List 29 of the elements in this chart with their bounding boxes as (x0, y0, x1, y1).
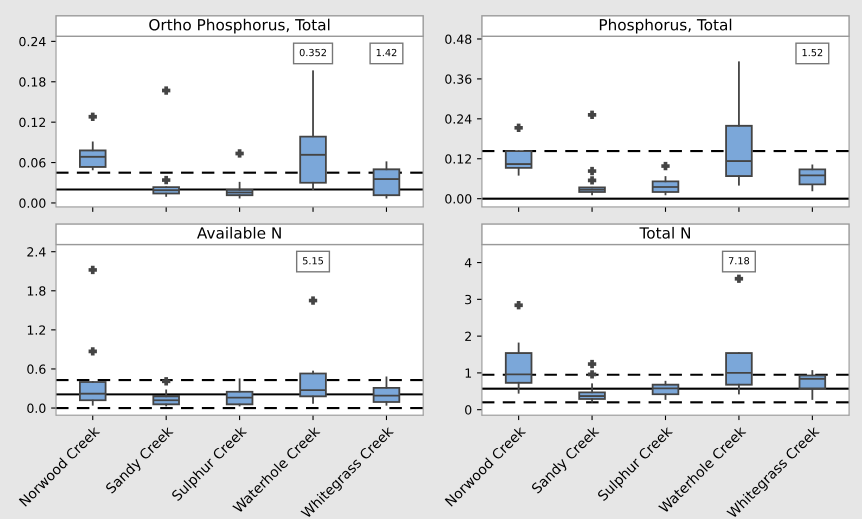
annotation: 7.18 (728, 257, 750, 264)
chart-title: Total N (639, 226, 690, 239)
y-tick-label: 0.18 (19, 77, 46, 87)
y-tick-label: 0.0 (27, 404, 46, 413)
y-tick-label: 1.8 (28, 286, 46, 296)
y-tick-label: 0.6 (27, 364, 46, 374)
y-tick-label: 2 (465, 332, 471, 341)
y-tick-label: 1.2 (28, 325, 46, 335)
y-tick-label: 0.48 (445, 34, 472, 44)
annotation: 1.42 (376, 48, 396, 56)
y-tick-label: 2.4 (27, 247, 46, 256)
chart-title: Ortho Phosphorus, Total (149, 18, 330, 34)
y-tick-label: 0.24 (445, 114, 472, 124)
annotation: 0.352 (300, 48, 326, 56)
y-tick-label: 0.06 (19, 158, 46, 168)
y-tick-label: 4 (464, 258, 472, 268)
y-tick-label: 0.12 (19, 118, 46, 128)
chart-title: Available N (197, 226, 281, 239)
y-tick-label: 0.00 (19, 198, 46, 208)
chart-title: Phosphorus, Total (600, 18, 732, 34)
annotation: 1.52 (802, 48, 822, 56)
y-tick-label: 1 (466, 368, 472, 378)
y-tick-label: 3 (465, 294, 472, 304)
y-tick-label: 0.00 (445, 194, 472, 204)
y-tick-label: 0.24 (19, 36, 46, 46)
y-tick-label: 0.36 (445, 74, 472, 84)
annotation: 5.15 (302, 257, 324, 264)
y-tick-label: 0.12 (445, 154, 471, 164)
y-tick-label: 0 (465, 405, 472, 415)
